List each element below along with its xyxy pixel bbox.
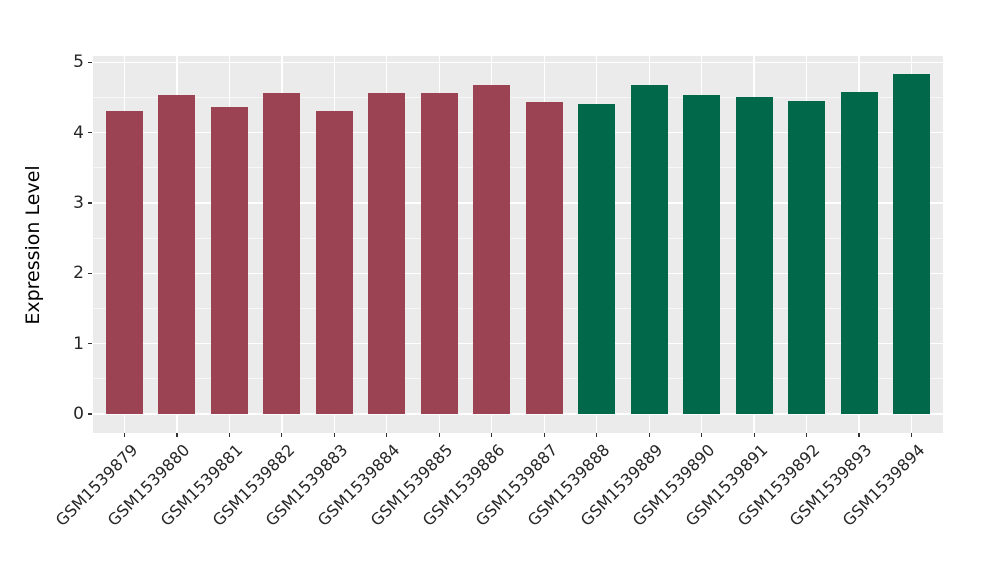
plot-panel bbox=[93, 56, 943, 433]
bar-GSM1539884 bbox=[368, 93, 406, 414]
x-tick-mark bbox=[753, 433, 755, 437]
y-tick-mark bbox=[88, 272, 92, 274]
bar-GSM1539883 bbox=[315, 111, 353, 414]
bar-GSM1539881 bbox=[210, 106, 248, 414]
bar-GSM1539892 bbox=[788, 100, 826, 414]
horizontal-major-gridline bbox=[93, 413, 943, 415]
horizontal-minor-gridline bbox=[93, 167, 943, 169]
horizontal-minor-gridline bbox=[93, 378, 943, 380]
x-tick-mark bbox=[176, 433, 178, 437]
x-tick-mark bbox=[805, 433, 808, 437]
x-tick-mark bbox=[123, 433, 126, 437]
x-tick-mark bbox=[491, 433, 493, 437]
y-tick-label: 5 bbox=[73, 52, 84, 73]
y-tick-mark bbox=[88, 413, 92, 415]
bar-GSM1539886 bbox=[473, 84, 511, 414]
x-tick-mark bbox=[228, 433, 230, 437]
y-tick-mark bbox=[88, 61, 92, 63]
y-tick-label: 4 bbox=[73, 122, 84, 143]
bar-GSM1539880 bbox=[158, 94, 196, 414]
horizontal-major-gridline bbox=[93, 202, 943, 204]
y-tick-mark bbox=[88, 343, 92, 345]
x-tick-mark bbox=[648, 433, 650, 437]
bar-GSM1539879 bbox=[105, 110, 143, 414]
y-tick-mark bbox=[88, 132, 92, 134]
bar-GSM1539891 bbox=[735, 97, 773, 414]
y-tick-mark bbox=[88, 202, 92, 204]
horizontal-major-gridline bbox=[93, 343, 943, 345]
x-tick-mark bbox=[386, 433, 388, 437]
bar-GSM1539885 bbox=[420, 93, 458, 414]
bar-GSM1539882 bbox=[263, 93, 301, 414]
x-tick-mark bbox=[281, 433, 283, 437]
bar-GSM1539893 bbox=[840, 91, 878, 414]
x-tick-mark bbox=[438, 433, 440, 437]
x-tick-mark bbox=[701, 433, 703, 437]
y-tick-label: 3 bbox=[73, 192, 84, 213]
y-tick-label: 1 bbox=[73, 333, 84, 354]
x-tick-mark bbox=[333, 433, 335, 437]
y-tick-label: 2 bbox=[73, 263, 84, 284]
y-tick-label: 0 bbox=[73, 404, 84, 424]
horizontal-minor-gridline bbox=[93, 237, 943, 239]
horizontal-minor-gridline bbox=[93, 308, 943, 309]
x-tick-mark bbox=[543, 433, 545, 437]
x-tick-mark bbox=[596, 433, 598, 437]
bar-GSM1539888 bbox=[578, 103, 616, 414]
horizontal-major-gridline bbox=[93, 131, 943, 134]
bar-GSM1539894 bbox=[893, 73, 931, 414]
horizontal-major-gridline bbox=[93, 272, 943, 274]
horizontal-major-gridline bbox=[93, 61, 943, 63]
bar-GSM1539890 bbox=[683, 94, 721, 414]
x-tick-mark bbox=[910, 433, 913, 437]
y-axis-title: Expression Level bbox=[22, 165, 44, 325]
bar-GSM1539887 bbox=[525, 102, 563, 414]
x-tick-mark bbox=[858, 433, 860, 437]
bar-GSM1539889 bbox=[630, 84, 668, 414]
horizontal-minor-gridline bbox=[93, 97, 943, 98]
